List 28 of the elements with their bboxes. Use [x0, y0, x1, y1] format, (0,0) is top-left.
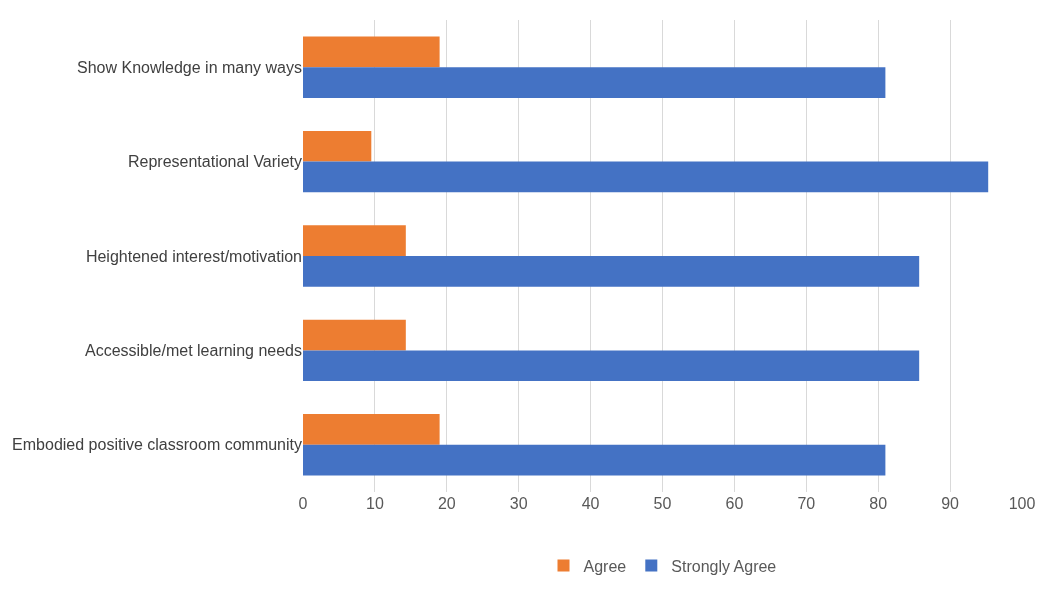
bar — [303, 256, 920, 287]
y-tick-label: Representational Variety — [127, 153, 302, 171]
x-tick-label: 20 — [437, 495, 456, 512]
x-tick-label: 10 — [366, 495, 384, 512]
y-tick-label: Embodied positive classroom community — [12, 436, 302, 454]
bar — [303, 67, 886, 98]
x-tick-label: 70 — [797, 495, 816, 512]
x-tick-label: 90 — [941, 495, 960, 512]
bar — [303, 130, 372, 162]
bar — [303, 319, 406, 351]
x-tick-label: 80 — [869, 495, 888, 512]
bar — [303, 414, 440, 445]
y-tick-label: Heightened interest/motivation — [85, 247, 302, 265]
bar — [303, 225, 406, 256]
bar — [303, 444, 886, 476]
bar — [303, 161, 989, 193]
x-tick-label: 0 — [298, 495, 308, 512]
x-tick-label: 100 — [1008, 495, 1036, 512]
bar — [303, 36, 440, 68]
y-tick-label: Accessible/met learning needs — [84, 342, 302, 359]
x-tick-label: 60 — [725, 495, 744, 512]
legend-label: Strongly Agree — [671, 557, 777, 575]
legend-label: Agree — [583, 557, 627, 575]
bar — [303, 350, 920, 382]
x-tick-label: 40 — [581, 495, 600, 512]
y-tick-label: Show Knowledge in many ways — [76, 58, 302, 76]
x-tick-label: 30 — [509, 495, 528, 512]
x-tick-label: 50 — [653, 495, 672, 512]
